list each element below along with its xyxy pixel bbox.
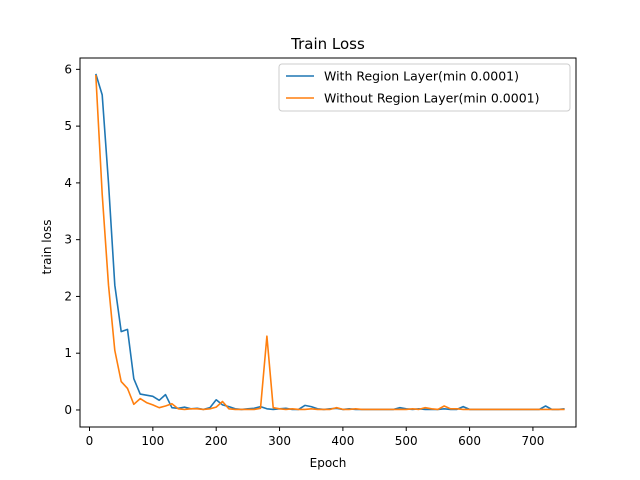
x-tick-label: 400: [331, 434, 354, 448]
series-layer: [95, 73, 565, 411]
x-tick-label: 500: [395, 434, 418, 448]
x-tick-label: 0: [86, 434, 94, 448]
y-tick-label: 3: [64, 233, 72, 247]
x-axis-label: Epoch: [310, 456, 347, 470]
legend: With Region Layer(min 0.0001) Without Reg…: [278, 63, 571, 112]
x-tick-label: 200: [205, 434, 228, 448]
y-axis-label: train loss: [40, 220, 54, 275]
x-tick-label: 300: [268, 434, 291, 448]
y-tick-label: 2: [64, 289, 72, 303]
chart-title: Train Loss: [290, 35, 365, 53]
legend-entry-1: With Region Layer(min 0.0001): [324, 69, 519, 84]
y-tick-label: 6: [64, 62, 72, 76]
y-tick-label: 1: [64, 346, 72, 360]
series-line-2: [95, 74, 565, 411]
x-tick-label: 100: [141, 434, 164, 448]
axes-layer: 0 100 200 300 400 500 600 700 0 1 2 3 4 5 6: [64, 57, 577, 448]
legend-box: [278, 63, 571, 112]
plot-frame: [79, 57, 577, 428]
x-tick-label: 600: [458, 434, 481, 448]
x-tick-label: 700: [521, 434, 544, 448]
y-tick-label: 5: [64, 119, 72, 133]
legend-entry-2: Without Region Layer(min 0.0001): [324, 91, 539, 106]
y-tick-label: 0: [64, 403, 72, 417]
y-tick-label: 4: [64, 176, 72, 190]
